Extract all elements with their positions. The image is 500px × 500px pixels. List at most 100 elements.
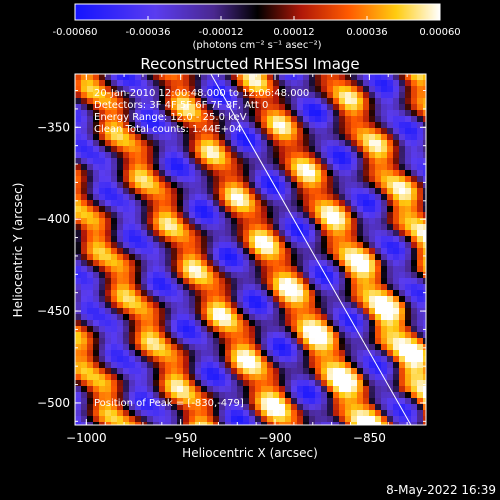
- heatmap-cell: [381, 272, 388, 279]
- heatmap-cell: [189, 230, 196, 237]
- heatmap-cell: [267, 134, 274, 141]
- heatmap-cell: [327, 104, 334, 111]
- heatmap-cell: [345, 398, 352, 405]
- heatmap-cell: [87, 314, 94, 321]
- heatmap-cell: [219, 266, 226, 273]
- heatmap-cell: [129, 320, 136, 327]
- heatmap-cell: [309, 296, 316, 303]
- heatmap-cell: [393, 236, 400, 243]
- heatmap-cell: [309, 308, 316, 315]
- heatmap-cell: [273, 422, 280, 425]
- heatmap-cell: [315, 212, 322, 219]
- heatmap-cell: [147, 218, 154, 225]
- heatmap-cell: [423, 290, 426, 297]
- heatmap-cell: [309, 314, 316, 321]
- heatmap-cell: [141, 152, 148, 159]
- heatmap-cell: [297, 80, 304, 87]
- heatmap-cell: [375, 206, 382, 213]
- heatmap-cell: [411, 404, 418, 411]
- heatmap-cell: [375, 272, 382, 279]
- heatmap-cell: [291, 356, 298, 363]
- heatmap-cell: [201, 272, 208, 279]
- heatmap-cell: [279, 212, 286, 219]
- heatmap-cell: [219, 314, 226, 321]
- heatmap-cell: [171, 290, 178, 297]
- heatmap-cell: [273, 176, 280, 183]
- heatmap-cell: [273, 254, 280, 261]
- heatmap-cell: [339, 386, 346, 393]
- heatmap-cell: [135, 140, 142, 147]
- heatmap-cell: [279, 368, 286, 375]
- heatmap-cell: [285, 254, 292, 261]
- heatmap-cell: [123, 194, 130, 201]
- heatmap-cell: [297, 404, 304, 411]
- heatmap-cell: [135, 200, 142, 207]
- heatmap-cell: [141, 248, 148, 255]
- heatmap-cell: [123, 92, 130, 99]
- heatmap-cell: [243, 332, 250, 339]
- heatmap-cell: [261, 344, 268, 351]
- heatmap-cell: [135, 152, 142, 159]
- heatmap-cell: [387, 92, 394, 99]
- heatmap-cell: [357, 248, 364, 255]
- heatmap-cell: [321, 320, 328, 327]
- heatmap-cell: [201, 254, 208, 261]
- heatmap-cell: [159, 410, 166, 417]
- heatmap-cell: [177, 176, 184, 183]
- heatmap-cell: [141, 158, 148, 165]
- heatmap-cell: [177, 224, 184, 231]
- heatmap-cell: [141, 356, 148, 363]
- heatmap-cell: [417, 218, 424, 225]
- heatmap-cell: [375, 80, 382, 87]
- heatmap-cell: [417, 278, 424, 285]
- heatmap-cell: [279, 224, 286, 231]
- heatmap-cell: [345, 152, 352, 159]
- heatmap-cell: [339, 212, 346, 219]
- heatmap-cell: [363, 290, 370, 297]
- heatmap-cell: [201, 422, 208, 425]
- heatmap-cell: [165, 176, 172, 183]
- heatmap-cell: [231, 92, 238, 99]
- heatmap-cell: [93, 284, 100, 291]
- heatmap-cell: [207, 152, 214, 159]
- heatmap-cell: [129, 140, 136, 147]
- heatmap-cell: [345, 116, 352, 123]
- heatmap-cell: [285, 110, 292, 117]
- heatmap-cell: [243, 374, 250, 381]
- heatmap-cell: [105, 266, 112, 273]
- heatmap-cell: [201, 326, 208, 333]
- heatmap-cell: [207, 92, 214, 99]
- heatmap-cell: [75, 338, 82, 345]
- heatmap-cell: [243, 98, 250, 105]
- heatmap-cell: [105, 86, 112, 93]
- heatmap-cell: [207, 74, 214, 81]
- heatmap-cell: [333, 140, 340, 147]
- heatmap-cell: [135, 80, 142, 87]
- heatmap-cell: [231, 308, 238, 315]
- heatmap-cell: [369, 356, 376, 363]
- heatmap-cell: [315, 128, 322, 135]
- heatmap-cell: [291, 212, 298, 219]
- heatmap-cell: [267, 320, 274, 327]
- heatmap-cell: [417, 146, 424, 153]
- heatmap-cell: [129, 374, 136, 381]
- heatmap-cell: [225, 206, 232, 213]
- heatmap-cell: [345, 92, 352, 99]
- heatmap-cell: [255, 278, 262, 285]
- heatmap-cell: [207, 80, 214, 87]
- heatmap-cell: [321, 356, 328, 363]
- heatmap-cell: [75, 242, 82, 249]
- heatmap-cell: [333, 254, 340, 261]
- heatmap-cell: [237, 140, 244, 147]
- heatmap-cell: [261, 188, 268, 195]
- heatmap-cell: [363, 296, 370, 303]
- heatmap-cell: [105, 350, 112, 357]
- heatmap-cell: [249, 218, 256, 225]
- heatmap-cell: [387, 308, 394, 315]
- heatmap-cell: [339, 146, 346, 153]
- heatmap-cell: [423, 182, 426, 189]
- heatmap-cell: [405, 272, 412, 279]
- heatmap-cell: [117, 326, 124, 333]
- heatmap-cell: [81, 248, 88, 255]
